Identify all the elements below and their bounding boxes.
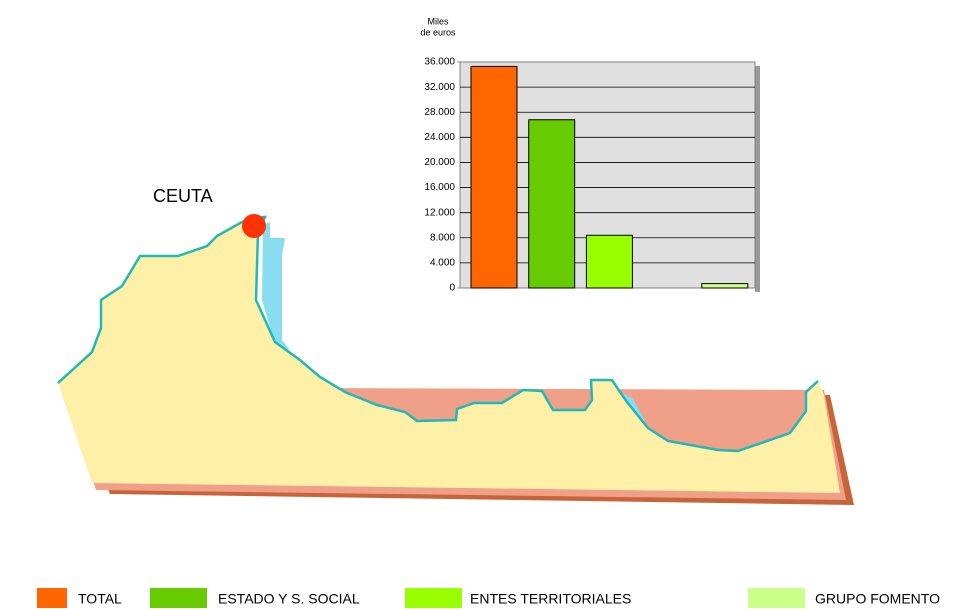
y-tick-label: 0 xyxy=(449,283,455,294)
legend-swatch xyxy=(748,588,805,608)
bar xyxy=(528,119,576,289)
y-tick-label: 36.000 xyxy=(424,57,455,68)
y-tick-label: 8.000 xyxy=(430,232,455,243)
y-tick-label: 4.000 xyxy=(430,258,455,269)
legend-label: ENTES TERRITORIALES xyxy=(470,591,631,607)
map: CEUTA xyxy=(57,186,854,505)
legend-label: ESTADO Y S. SOCIAL xyxy=(218,591,360,607)
y-tick-label: 20.000 xyxy=(424,157,455,168)
legend-label: GRUPO FOMENTO xyxy=(815,591,940,607)
plot-shadow xyxy=(755,66,760,292)
legend-swatch xyxy=(37,588,67,608)
bar xyxy=(585,234,633,289)
annotation: CEUTA xyxy=(153,186,213,206)
legend-swatch xyxy=(150,588,207,608)
bar-chart: Miles de euros 0 4.000 8.000 12.000 16.000 20… xyxy=(420,16,760,294)
ceuta-marker xyxy=(242,214,266,238)
y-tick-label: 28.000 xyxy=(424,107,455,118)
legend: TOTAL ESTADO Y S. SOCIAL ENTES TERRITORIAL… xyxy=(37,588,940,608)
y-tick-label: 24.000 xyxy=(424,132,455,143)
y-tick-label: 16.000 xyxy=(424,182,455,193)
bar xyxy=(470,65,518,289)
coastline xyxy=(57,215,819,453)
bar xyxy=(701,283,749,289)
y-tick-label: 12.000 xyxy=(424,207,455,218)
y-label: de euros xyxy=(420,27,456,37)
strait xyxy=(262,222,290,350)
legend-label: TOTAL xyxy=(78,591,122,607)
y-label: Miles xyxy=(427,16,449,26)
y-tick-label: 32.000 xyxy=(424,82,455,93)
legend-swatch xyxy=(405,588,462,608)
